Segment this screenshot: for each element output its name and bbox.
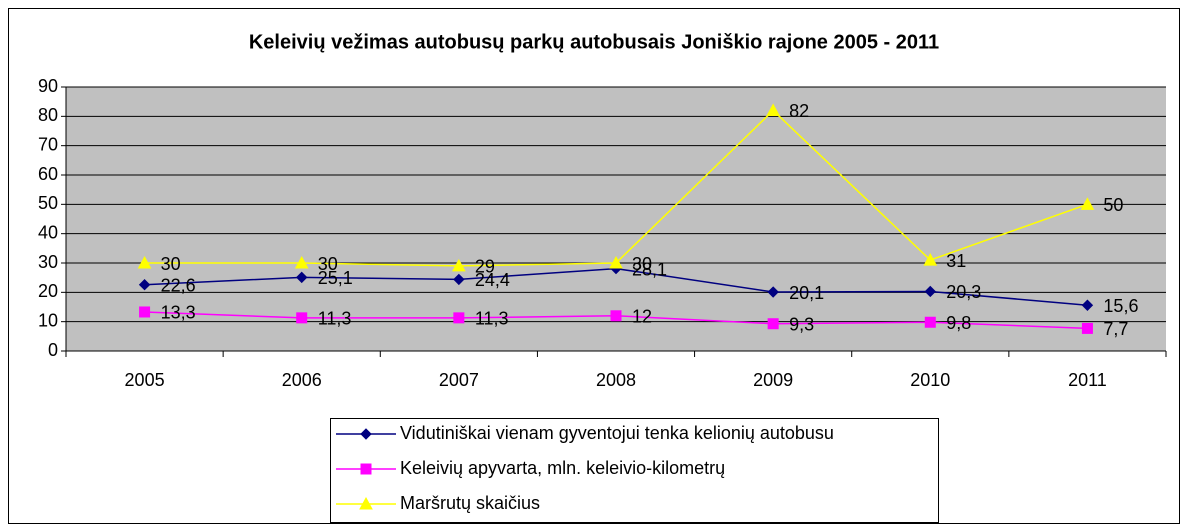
y-tick-label: 40 bbox=[38, 222, 58, 242]
data-label: 30 bbox=[318, 254, 338, 274]
point-marker bbox=[1080, 197, 1095, 210]
legend bbox=[330, 418, 939, 523]
data-label: 7,7 bbox=[1103, 319, 1128, 339]
data-label: 25,1 bbox=[318, 268, 353, 288]
legend-marker bbox=[360, 463, 372, 475]
point-marker bbox=[924, 316, 936, 328]
legend-label: Maršrutų skaičius bbox=[400, 493, 540, 513]
data-label: 30 bbox=[161, 254, 181, 274]
x-tick-label: 2007 bbox=[439, 370, 479, 390]
point-marker bbox=[138, 278, 151, 291]
y-tick-label: 70 bbox=[38, 134, 58, 154]
y-tick-label: 90 bbox=[38, 76, 58, 96]
x-tick-label: 2010 bbox=[910, 370, 950, 390]
data-label: 22,6 bbox=[161, 275, 196, 295]
chart-title: Keleivių vežimas autobusų parkų autobusa… bbox=[249, 31, 939, 53]
point-marker bbox=[139, 306, 151, 318]
point-marker bbox=[453, 273, 465, 286]
point-marker bbox=[453, 312, 465, 324]
y-tick-label: 0 bbox=[48, 340, 58, 360]
point-marker bbox=[767, 318, 779, 330]
data-label: 13,3 bbox=[161, 303, 196, 323]
y-tick-label: 10 bbox=[38, 310, 58, 330]
point-marker bbox=[1081, 299, 1094, 311]
x-tick-label: 2008 bbox=[596, 370, 636, 390]
legend-marker bbox=[360, 428, 372, 440]
data-label: 20,1 bbox=[789, 283, 824, 303]
plot-area bbox=[66, 87, 1166, 351]
data-label: 15,6 bbox=[1103, 296, 1138, 316]
data-label: 29 bbox=[475, 257, 495, 277]
y-tick-label: 30 bbox=[38, 252, 58, 272]
data-label: 20,3 bbox=[946, 282, 981, 302]
data-label: 28,1 bbox=[632, 259, 667, 279]
data-label: 31 bbox=[946, 251, 966, 271]
y-tick-label: 50 bbox=[38, 193, 58, 213]
point-marker bbox=[924, 285, 936, 298]
x-tick-label: 2006 bbox=[282, 370, 322, 390]
point-marker bbox=[296, 312, 308, 324]
data-label: 82 bbox=[789, 101, 809, 121]
legend-marker bbox=[359, 496, 373, 510]
data-label: 9,3 bbox=[789, 314, 814, 334]
y-tick-label: 20 bbox=[38, 281, 58, 301]
data-label: 12 bbox=[632, 307, 652, 327]
data-label: 30 bbox=[632, 254, 652, 274]
point-marker bbox=[766, 103, 780, 116]
point-marker bbox=[296, 271, 308, 284]
point-marker bbox=[767, 286, 779, 298]
y-tick-label: 60 bbox=[38, 164, 58, 184]
point-marker bbox=[610, 310, 622, 322]
legend-label: Vidutiniškai vienam gyventojui tenka kel… bbox=[400, 423, 834, 443]
x-tick-label: 2011 bbox=[1068, 370, 1107, 390]
x-tick-label: 2005 bbox=[125, 370, 165, 390]
data-label: 11,3 bbox=[318, 309, 352, 329]
point-marker bbox=[923, 253, 938, 266]
data-label: 50 bbox=[1103, 195, 1123, 215]
point-marker bbox=[294, 255, 309, 269]
y-tick-label: 80 bbox=[38, 105, 58, 125]
point-marker bbox=[452, 258, 466, 272]
point-marker bbox=[137, 255, 152, 269]
data-label: 24,4 bbox=[475, 270, 510, 290]
point-marker bbox=[609, 255, 623, 269]
legend-label: Keleivių apyvarta, mln. keleivio-kilomet… bbox=[400, 458, 725, 478]
point-marker bbox=[1081, 322, 1093, 334]
data-label: 11,3 bbox=[475, 309, 509, 329]
x-tick-label: 2009 bbox=[753, 370, 793, 390]
data-label: 9,8 bbox=[946, 313, 971, 333]
